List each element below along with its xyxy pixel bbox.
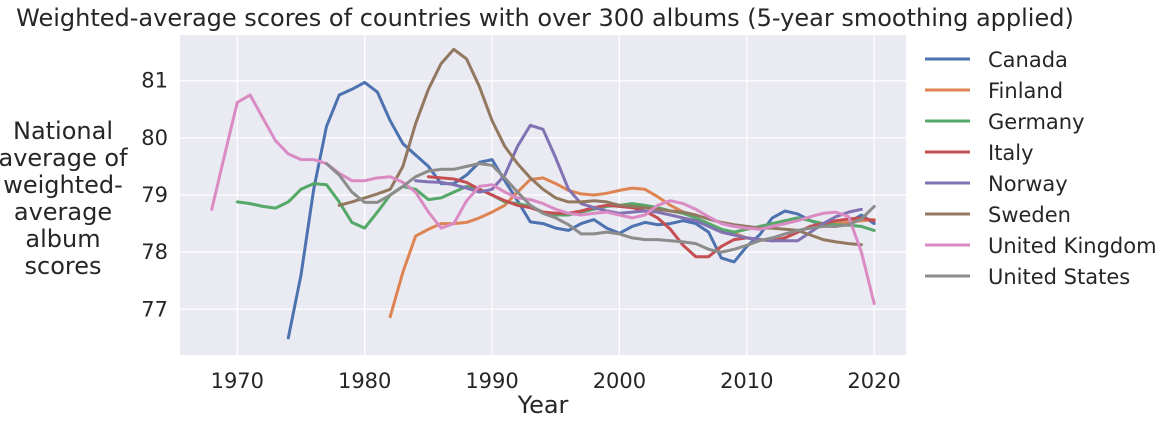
legend-label-germany: Germany [988,110,1085,134]
x-tick-label: 1980 [338,369,391,393]
series-lines [210,47,876,340]
x-tick-label: 1990 [465,369,518,393]
legend-label-united-states: United States [988,265,1130,289]
y-axis-label-line: album [25,225,100,253]
x-tick-label: 2020 [847,369,900,393]
series-line-sweden [337,47,863,247]
series-line-germany [235,182,876,234]
y-tick-label: 77 [141,297,168,321]
legend-label-sweden: Sweden [988,203,1071,227]
series-line-united-kingdom [210,93,876,306]
x-tick-labels: 1970 1980 1990 2000 2010 2020 [211,369,901,393]
x-axis-label: Year [517,391,569,419]
y-tick-label: 78 [141,240,168,264]
y-axis-label-line: average [14,198,112,226]
series-line-canada [286,80,876,340]
y-tick-label: 79 [141,183,168,207]
y-axis-label-line: National [13,117,113,145]
legend: Canada Finland Germany Italy Norway Sweden Uni… [925,48,1157,289]
y-axis-label-line: weighted- [3,171,123,199]
legend-label-norway: Norway [988,172,1068,196]
y-tick-labels: 77 78 79 80 81 [141,69,168,322]
legend-label-canada: Canada [988,48,1068,72]
legend-label-finland: Finland [988,79,1063,103]
series-line-norway [414,123,863,243]
y-axis-label: National average of weighted-average album s… [0,117,128,280]
y-tick-label: 81 [141,69,168,93]
legend-label-united-kingdom: United Kingdom [988,234,1157,258]
x-tick-label: 1970 [211,369,264,393]
legend-label-italy: Italy [988,141,1034,165]
chart-title: Weighted-average scores of countries wit… [16,4,1074,32]
y-axis-label-line: average of [0,144,128,172]
y-tick-label: 80 [141,126,168,150]
y-axis-label-line: scores [25,252,102,280]
series-line-united-states [325,162,876,254]
x-tick-label: 2000 [593,369,646,393]
x-tick-label: 2010 [720,369,773,393]
